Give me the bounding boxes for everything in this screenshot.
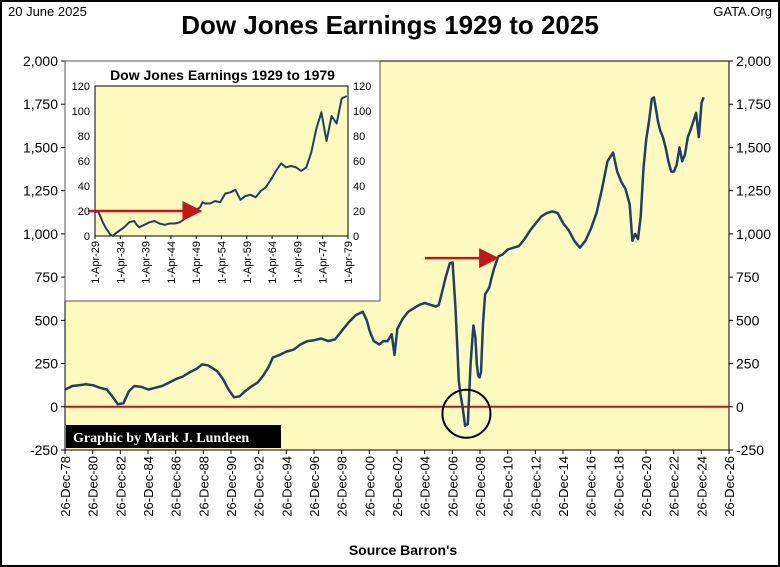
inset-y-tick-label-right: 20: [353, 206, 365, 218]
x-tick-label: 26-Dec-98: [335, 456, 350, 517]
x-tick-label: 26-Dec-12: [528, 456, 543, 517]
y-tick-label-left: 2,000: [23, 53, 58, 69]
inset-y-tick-label-right: 100: [353, 106, 371, 118]
x-tick-label: 26-Dec-14: [556, 456, 571, 517]
y-tick-label-left: 500: [35, 312, 59, 328]
y-tick-label-left: 1,500: [23, 139, 58, 155]
y-tick-label-left: 0: [50, 399, 58, 415]
highlight-circle: [441, 388, 492, 439]
x-tick-label: 26-Dec-94: [279, 456, 294, 517]
y-tick-label-left: 250: [35, 356, 59, 372]
y-tick-label-right: 1,750: [736, 96, 771, 112]
x-tick-label: 26-Dec-84: [141, 456, 156, 517]
y-tick-label-left: 1,250: [23, 183, 58, 199]
source-site-label: GATA.Org: [713, 4, 772, 19]
x-tick-label: 26-Dec-08: [473, 456, 488, 517]
inset-y-tick-label-right: 60: [353, 156, 365, 168]
x-tick-label: 26-Dec-82: [113, 456, 128, 517]
y-tick-label-right: 500: [736, 312, 760, 328]
earnings-series-line: [64, 96, 705, 428]
x-tick-label: 26-Dec-22: [667, 456, 682, 517]
y-tick-label-left: 750: [35, 269, 59, 285]
y-tick-label-right: -250: [736, 442, 764, 458]
x-tick-label: 26-Dec-06: [445, 456, 460, 517]
inset-y-tick-label-left: 120: [72, 81, 90, 93]
x-tick-label: 26-Dec-78: [58, 456, 73, 517]
credit-text: Graphic by Mark J. Lundeen: [73, 431, 249, 446]
inset-y-tick-label-left: 60: [78, 156, 90, 168]
y-tick-label-right: 1,500: [736, 139, 771, 155]
x-tick-label: 26-Dec-92: [252, 456, 267, 517]
y-tick-label-right: 250: [736, 356, 760, 372]
credit-box: Graphic by Mark J. Lundeen: [66, 425, 281, 448]
inset-x-tick-label: 1-Apr-49: [191, 241, 203, 284]
y-tick-label-left: -250: [30, 442, 58, 458]
inset-x-tick-label: 1-Apr-44: [166, 241, 178, 284]
x-tick-label: 26-Dec-04: [418, 456, 433, 517]
y-tick-label-right: 2,000: [736, 53, 771, 69]
y-tick-label-left: 1,750: [23, 96, 58, 112]
credit-background: [66, 425, 281, 448]
page-title: Dow Jones Earnings 1929 to 2025: [181, 10, 599, 40]
x-tick-label: 26-Dec-16: [584, 456, 599, 517]
inset-x-tick-label: 1-Apr-79: [343, 241, 355, 284]
inset-x-tick-label: 1-Apr-54: [217, 241, 229, 284]
inset-plot-area: [94, 85, 349, 237]
x-axis-label: Source Barron's: [349, 542, 458, 558]
inset-x-tick-label: 1-Apr-69: [292, 241, 304, 284]
x-tick-label: 26-Dec-96: [307, 456, 322, 517]
inset-x-tick-label: 1-Apr-74: [318, 241, 330, 284]
x-tick-label: 26-Dec-80: [86, 456, 101, 517]
inset-y-tick-label-right: 120: [353, 81, 371, 93]
inset-title: Dow Jones Earnings 1929 to 1979: [110, 67, 335, 83]
inset-x-tick-label: 1-Apr-29: [90, 241, 102, 284]
y-tick-label-left: 1,000: [23, 226, 58, 242]
x-tick-label: 26-Dec-26: [722, 456, 737, 517]
y-tick-label-right: 1,000: [736, 226, 771, 242]
inset-y-tick-label-left: 80: [78, 131, 90, 143]
x-tick-label: 26-Dec-88: [196, 456, 211, 517]
y-tick-label-right: 0: [736, 399, 744, 415]
inset-x-tick-label: 1-Apr-34: [115, 241, 127, 284]
x-tick-label: 26-Dec-18: [611, 456, 626, 517]
x-tick-label: 26-Dec-86: [169, 456, 184, 517]
inset-y-tick-label-right: 0: [353, 231, 359, 243]
inset-y-tick-label-left: 40: [78, 181, 90, 193]
y-tick-label-right: 750: [736, 269, 760, 285]
x-tick-label: 26-Dec-20: [639, 456, 654, 517]
x-tick-label: 26-Dec-90: [224, 456, 239, 517]
inset-y-tick-label-right: 80: [353, 131, 365, 143]
inset-x-tick-label: 1-Apr-39: [141, 241, 153, 284]
date-label: 20 June 2025: [8, 4, 87, 19]
inset-y-tick-label-left: 0: [84, 231, 90, 243]
x-tick-label: 26-Dec-10: [501, 456, 516, 517]
inset-y-tick-label-right: 40: [353, 181, 365, 193]
x-tick-label: 26-Dec-24: [694, 456, 709, 517]
x-tick-label: 26-Dec-02: [390, 456, 405, 517]
x-tick-label: 26-Dec-00: [362, 456, 377, 517]
inset-y-tick-label-left: 100: [72, 106, 90, 118]
inset-x-tick-label: 1-Apr-64: [267, 241, 279, 284]
inset-x-tick-label: 1-Apr-59: [242, 241, 254, 284]
inset-y-tick-label-left: 20: [78, 206, 90, 218]
inset-earnings-series-line: [94, 95, 348, 237]
y-tick-label-right: 1,250: [736, 183, 771, 199]
